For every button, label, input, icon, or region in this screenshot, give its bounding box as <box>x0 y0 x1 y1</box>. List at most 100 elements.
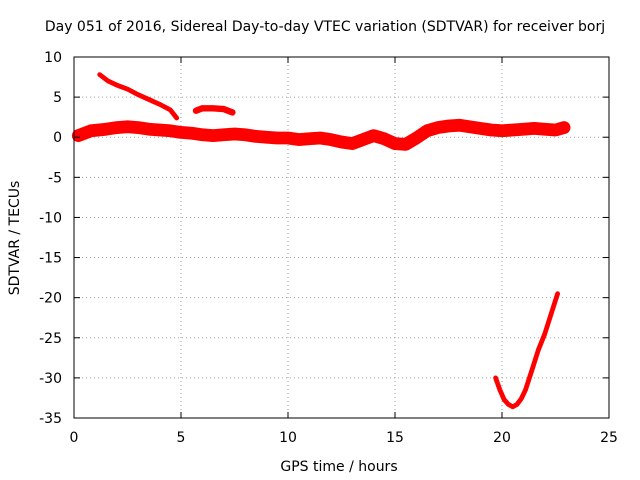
data-point <box>414 136 419 140</box>
data-point <box>328 137 333 142</box>
y-tick-label: -5 <box>48 170 62 186</box>
x-tick-label: 20 <box>493 430 511 446</box>
data-point <box>360 137 365 142</box>
plot-frame <box>73 56 610 419</box>
y-tick-label: -35 <box>39 411 62 427</box>
data-point <box>382 136 387 141</box>
data-point <box>275 136 280 140</box>
y-tick-labels: 10 5 0 -5 -10 -15 -20 -25 -30 -35 <box>39 50 62 427</box>
data-point <box>502 397 507 402</box>
data-point <box>114 83 119 88</box>
data-point <box>467 124 472 129</box>
data-point <box>286 136 290 140</box>
data-point <box>89 128 94 133</box>
data-point <box>393 141 397 146</box>
data-point <box>542 331 547 336</box>
y-tick-label: -15 <box>39 251 62 267</box>
data-point <box>493 375 498 380</box>
y-tick-label: 10 <box>44 50 62 66</box>
data-point <box>168 128 173 133</box>
data-point <box>157 102 162 107</box>
data-point <box>403 142 408 147</box>
y-tick-label: -20 <box>39 291 62 307</box>
data-point <box>425 128 430 133</box>
data-point <box>136 92 141 97</box>
data-point <box>146 127 151 132</box>
data-point <box>157 128 162 132</box>
x-tick-label: 0 <box>70 430 79 446</box>
data-point <box>174 116 179 120</box>
data-point <box>371 133 376 138</box>
data-point <box>506 402 511 407</box>
data-point <box>264 135 269 140</box>
data-point <box>536 347 541 352</box>
data-point <box>542 127 547 132</box>
data-point <box>530 367 534 372</box>
data-point <box>194 108 198 113</box>
series-main-band <box>71 118 571 151</box>
data-point <box>221 107 226 112</box>
data-point <box>562 125 567 130</box>
data-point <box>136 125 141 130</box>
y-tick-label: -25 <box>39 331 62 347</box>
data-point <box>446 124 451 128</box>
data-point <box>307 136 312 141</box>
x-tick-label: 10 <box>279 430 297 446</box>
data-point <box>104 127 109 132</box>
data-point <box>125 124 130 129</box>
data-point <box>114 125 119 130</box>
data-point <box>523 387 528 392</box>
data-point <box>519 396 524 401</box>
x-tick-label: 5 <box>177 430 186 446</box>
x-axis-label: GPS time / hours <box>280 459 397 475</box>
chart-title: Day 051 of 2016, Sidereal Day-to-day VTE… <box>45 19 605 35</box>
data-point <box>435 125 440 130</box>
x-tick-label: 15 <box>386 430 404 446</box>
data-point <box>478 126 483 131</box>
data-point <box>510 404 515 409</box>
y-tick-label: 5 <box>53 90 62 106</box>
data-point <box>179 130 183 135</box>
data-point <box>555 291 560 296</box>
x-tick-label: 25 <box>600 430 618 446</box>
data-point <box>500 128 504 133</box>
data-point <box>97 72 102 77</box>
data-point <box>125 87 130 92</box>
axes <box>73 56 610 419</box>
data-point <box>515 402 519 407</box>
data-point <box>221 132 226 137</box>
data-point <box>189 131 194 136</box>
data-point <box>457 123 462 128</box>
data-series <box>71 72 571 410</box>
data-point <box>339 140 344 144</box>
data-point <box>532 126 537 131</box>
x-tick-labels: 0 5 10 15 20 25 <box>70 430 618 446</box>
data-point <box>350 141 355 146</box>
data-point <box>168 107 173 112</box>
data-point <box>200 132 205 137</box>
data-point <box>146 97 151 102</box>
data-point <box>243 132 248 137</box>
data-point <box>521 127 526 132</box>
data-point <box>549 311 554 316</box>
data-point <box>230 110 235 115</box>
data-point <box>106 79 111 84</box>
data-point <box>211 106 216 111</box>
data-point <box>76 133 81 138</box>
y-tick-label: 0 <box>53 130 62 146</box>
y-tick-label: -10 <box>39 210 62 226</box>
data-point <box>510 128 515 132</box>
y-axis-label: SDTVAR / TECUs <box>7 181 23 296</box>
data-point <box>489 128 494 132</box>
y-tick-label: -30 <box>39 371 62 387</box>
data-point <box>232 132 237 136</box>
data-point <box>200 106 205 111</box>
data-point <box>296 137 301 142</box>
grid-lines <box>74 57 609 418</box>
data-point <box>318 136 323 140</box>
data-point <box>253 134 258 139</box>
data-point <box>211 133 216 138</box>
data-point <box>553 128 558 132</box>
